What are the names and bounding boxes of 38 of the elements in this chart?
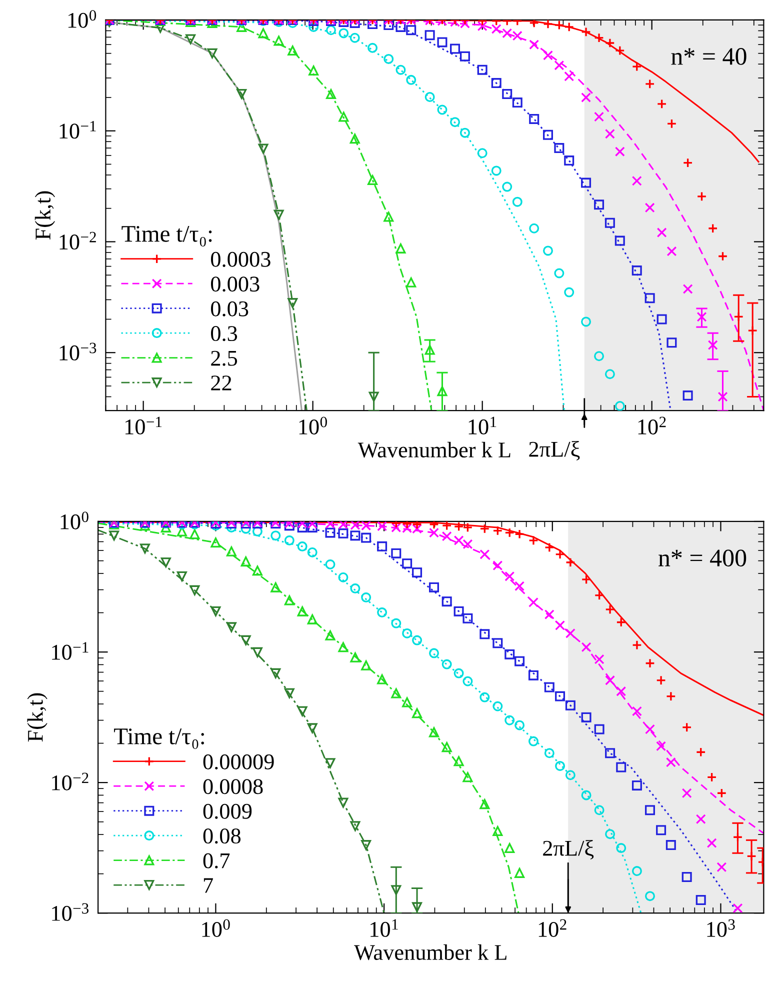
legend-title: Time t/τ₀: <box>114 728 204 750</box>
legend-label: 0.003 <box>211 276 260 292</box>
y-tick-label: 10$^{−2}$ <box>52 772 88 790</box>
legend-label: 0.3 <box>211 326 238 342</box>
y-axis-title: F(k,t) <box>34 191 56 240</box>
y-tick-label: 10$^{0}$ <box>60 512 88 530</box>
x-tick-label: 10$^{3}$ <box>707 919 735 937</box>
x-axis-title: Wavenumber k L <box>354 944 506 960</box>
ref-line-label: 2πL/ξ <box>543 840 594 860</box>
legend-label: 0.009 <box>203 804 252 819</box>
x-tick-label: 10$^{−1}$ <box>125 416 162 434</box>
legend-label: 7 <box>204 878 213 893</box>
x-tick-label: 10$^{2}$ <box>638 416 666 434</box>
legend-label: 0.0003 <box>211 252 270 267</box>
legend-label: 0.03 <box>211 301 248 316</box>
annotation: n* = 40 <box>671 48 746 65</box>
y-axis-title: F(k,t) <box>27 693 48 742</box>
y-tick-label: 10$^{−3}$ <box>60 342 96 360</box>
x-tick-label: 10$^{0}$ <box>299 416 327 434</box>
legend-title: Time t/τ₀: <box>122 226 212 247</box>
legend-label: 0.00009 <box>203 754 274 770</box>
y-tick-label: 10$^{−1}$ <box>52 642 88 660</box>
x-tick-label: 10$^{1}$ <box>370 919 398 937</box>
legend-label: 0.7 <box>203 853 230 868</box>
legend-label: 2.5 <box>211 350 238 366</box>
y-tick-label: 10$^{0}$ <box>68 10 96 28</box>
x-tick-label: 10$^{1}$ <box>468 416 496 434</box>
x-tick-label: 10$^{2}$ <box>538 919 566 937</box>
x-tick-label: 10$^{0}$ <box>202 919 230 937</box>
legend-label: 0.0008 <box>203 779 263 794</box>
y-tick-label: 10$^{−3}$ <box>52 903 89 921</box>
x-axis-title: Wavenumber k L <box>358 442 510 458</box>
annotation: n* = 400 <box>658 550 746 566</box>
legend-label: 22 <box>211 376 232 390</box>
y-tick-label: 10$^{−2}$ <box>60 232 96 250</box>
ref-line-label: 2πL/ξ <box>529 441 580 460</box>
legend-label: 0.08 <box>203 828 241 844</box>
y-tick-label: 10$^{−1}$ <box>60 121 96 139</box>
